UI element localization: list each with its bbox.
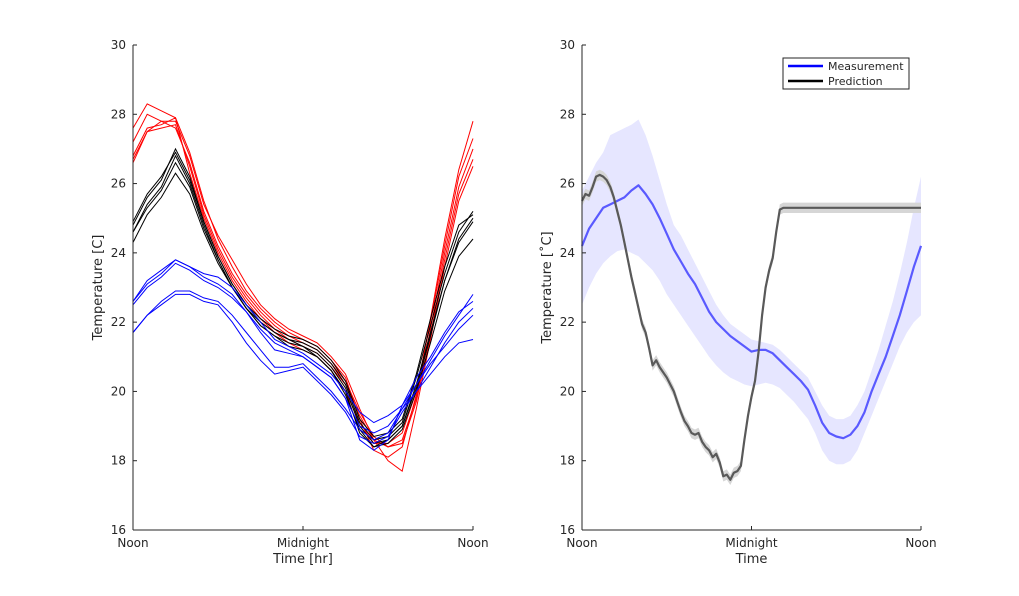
prediction-line: [581, 173, 921, 481]
left-x-axis-label: Time [hr]: [272, 552, 333, 567]
right-y-tick-label: 18: [560, 454, 575, 468]
right-y-tick-label: 20: [560, 384, 575, 398]
left-series-group: [132, 103, 474, 472]
right-y-ticks: 16 18 20 22 24 26 28 30: [560, 38, 586, 537]
legend-box: [782, 57, 910, 90]
left-x-tick-label: Noon: [457, 536, 488, 550]
measurement-confidence-band: [582, 119, 921, 465]
left-y-axis-label: Temperature [C]: [91, 235, 106, 342]
left-y-tick-label: 16: [111, 523, 126, 537]
left-y-tick-label: 20: [111, 384, 126, 398]
left-y-tick-label: 28: [111, 107, 126, 121]
left-black-line: [132, 151, 474, 438]
right-x-tick-label: Noon: [905, 536, 936, 550]
right-x-ticks: Noon Midnight Noon: [566, 526, 937, 550]
left-y-tick-label: 30: [111, 38, 126, 52]
left-blue-line: [132, 290, 474, 441]
left-plot: 16 18 20 22 24 26 28 30 Noon Midnight Noon Time […: [91, 38, 489, 567]
right-y-axis-label: Temperature [˚C]: [539, 231, 555, 344]
left-black-line: [132, 161, 474, 448]
left-y-tick-label: 18: [111, 454, 126, 468]
legend: Measurement Prediction: [782, 57, 910, 90]
right-y-tick-label: 30: [560, 38, 575, 52]
left-red-line: [132, 120, 474, 472]
right-y-tick-label: 26: [560, 177, 575, 191]
left-x-tick-label: Midnight: [277, 536, 329, 550]
right-plot: 16 18 20 22 24 26 28 30 Noon Midnight Noon Time T…: [539, 38, 937, 567]
left-y-tick-label: 24: [111, 246, 126, 260]
legend-prediction-label: Prediction: [828, 75, 883, 88]
right-x-tick-label: Midnight: [725, 536, 777, 550]
left-y-tick-label: 26: [111, 177, 126, 191]
right-y-tick-label: 24: [560, 246, 575, 260]
legend-measurement-label: Measurement: [828, 60, 904, 73]
left-blue-line: [132, 293, 474, 444]
left-y-ticks: 16 18 20 22 24 26 28 30: [111, 38, 137, 537]
right-series-group: [580, 173, 923, 481]
right-y-tick-label: 22: [560, 315, 575, 329]
right-y-tick-label: 16: [560, 523, 575, 537]
right-y-tick-label: 28: [560, 107, 575, 121]
right-x-axis-label: Time: [735, 552, 768, 567]
left-blue-line: [132, 259, 474, 451]
right-x-tick-label: Noon: [566, 536, 597, 550]
left-x-ticks: Noon Midnight Noon: [117, 526, 489, 550]
measurement-line: [580, 184, 923, 440]
left-y-tick-label: 22: [111, 315, 126, 329]
left-x-tick-label: Noon: [117, 536, 148, 550]
